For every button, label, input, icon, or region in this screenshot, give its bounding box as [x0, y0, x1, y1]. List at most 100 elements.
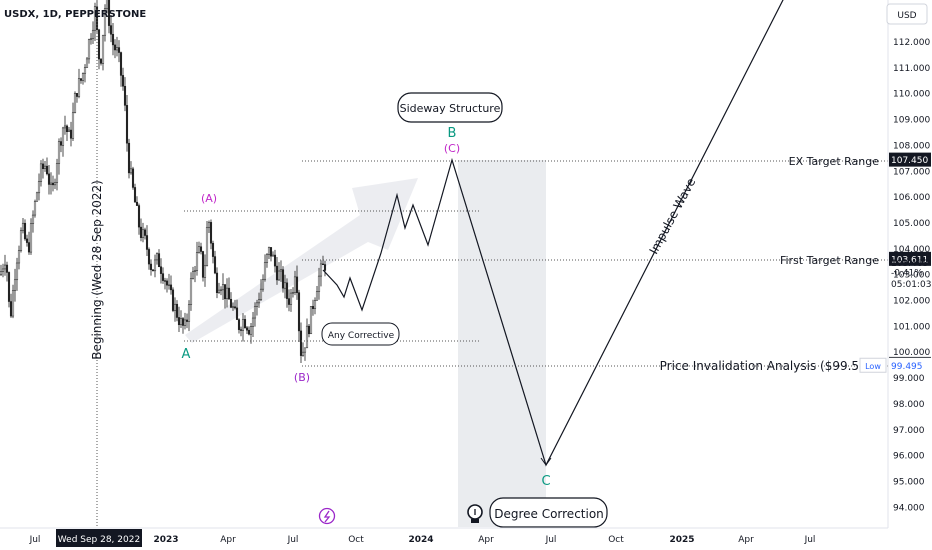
candle-body [215, 272, 219, 293]
candle-body [151, 269, 155, 272]
currency-button[interactable] [886, 3, 928, 25]
price-tick-label: 108.000 [893, 141, 930, 151]
candle-body [313, 300, 317, 309]
candle-body [63, 125, 67, 129]
candle-body [299, 330, 303, 356]
candle-body [79, 78, 83, 81]
price-tick-label: 96.000 [893, 452, 925, 462]
candle-body [31, 214, 35, 225]
time-tick-label: Apr [220, 535, 236, 545]
candle-body [15, 262, 19, 281]
candle-body [29, 223, 33, 253]
low-tag-label: Low [865, 362, 881, 371]
crosshair-date-bg [56, 529, 142, 547]
event-lightning-icon[interactable] [318, 507, 336, 525]
candle-body [157, 253, 161, 267]
time-tick-label: Wed Sep 28, 2022 [58, 535, 140, 545]
candle-body [319, 263, 323, 277]
candle-body [243, 319, 247, 328]
price-tick-label: 110.000 [893, 90, 930, 100]
candle-body [285, 282, 289, 299]
candle-body [147, 249, 151, 265]
impulse-wave-label: Impulse Wave [647, 176, 699, 257]
candle-body [177, 317, 181, 326]
projection-shade [458, 160, 546, 527]
candle-body [49, 182, 53, 185]
trend-arrow-shape [185, 178, 418, 343]
candle-body [205, 227, 209, 267]
candle-body [241, 319, 245, 331]
time-tick-label: Apr [738, 535, 754, 545]
price-tick-label: 103.000 [893, 271, 930, 281]
candle-body [297, 292, 301, 332]
price-tick-label: 106.000 [893, 193, 930, 203]
price-badges: 107.450103.611103.463-0.41%05:01:0399.54… [859, 152, 932, 373]
wave-label-paren-A: (A) [201, 192, 217, 205]
candle-body [47, 173, 51, 185]
candle-body [321, 263, 325, 265]
candle-body [21, 222, 25, 231]
price-tick-label: 101.000 [893, 322, 930, 332]
candle-body [71, 112, 75, 139]
low-tag-bg [859, 357, 887, 373]
candle-body [129, 168, 133, 174]
candle-body [275, 265, 279, 281]
price-axis-ticks: 112.000 111.000 110.000 109.000 108.000 107.0… [893, 38, 930, 513]
candle-body [281, 269, 285, 289]
candle-body [249, 326, 253, 335]
candle-body [269, 247, 273, 257]
candle-body [107, 0, 111, 26]
candle-body [119, 52, 123, 76]
candle-body [305, 325, 309, 349]
time-tick-label: Oct [608, 535, 624, 545]
candle-body [41, 163, 45, 169]
price-badge-label: -0.41% [891, 269, 923, 279]
wave-label-B: B [448, 126, 457, 141]
price-badge-bg [888, 357, 932, 373]
candle-body [237, 319, 241, 330]
candle-body [27, 242, 31, 253]
time-tick-label: Jul [804, 535, 816, 545]
candle-body [255, 302, 259, 307]
candle-body [261, 278, 265, 290]
time-tick-label: Jul [545, 535, 557, 545]
candle-body [187, 304, 191, 322]
candle-body [239, 329, 243, 331]
candle-body [171, 289, 175, 311]
candle-body [127, 142, 131, 174]
degree-correction-label: Degree Correction [494, 507, 604, 521]
candle-body [223, 284, 227, 300]
candle-body [209, 222, 213, 244]
price-badge-label: 103.611 [891, 255, 928, 265]
wave-label-C: C [541, 474, 550, 489]
candle-body [1, 268, 5, 272]
wave-label-paren-B: (B) [294, 371, 310, 384]
time-axis[interactable] [0, 528, 888, 550]
price-badge-label: 103.463 [891, 259, 928, 269]
candle-body [231, 306, 235, 308]
candle-body [117, 47, 121, 53]
candle-body [287, 298, 291, 305]
candle-body [193, 270, 197, 272]
candle-body [251, 317, 255, 327]
idea-lightbulb-icon[interactable] [467, 504, 483, 523]
candle-body [201, 251, 205, 278]
time-tick-label: 2023 [153, 535, 178, 545]
candle-body [217, 289, 221, 293]
time-tick-label: Jul [29, 535, 41, 545]
price-tick-label: 100.000 [893, 348, 930, 358]
candle-body [143, 229, 147, 236]
candle-body [85, 58, 89, 68]
candle-body [59, 141, 63, 146]
candle-body [45, 165, 49, 175]
candle-body [103, 8, 107, 36]
candle-body [283, 282, 287, 289]
price-tick-label: 102.000 [893, 297, 930, 307]
candle-body [197, 246, 201, 253]
candle-body [309, 306, 313, 335]
price-tick-label: 104.000 [893, 245, 930, 255]
candle-body [315, 291, 319, 301]
candle-body [141, 229, 145, 238]
candle-body [115, 47, 119, 51]
